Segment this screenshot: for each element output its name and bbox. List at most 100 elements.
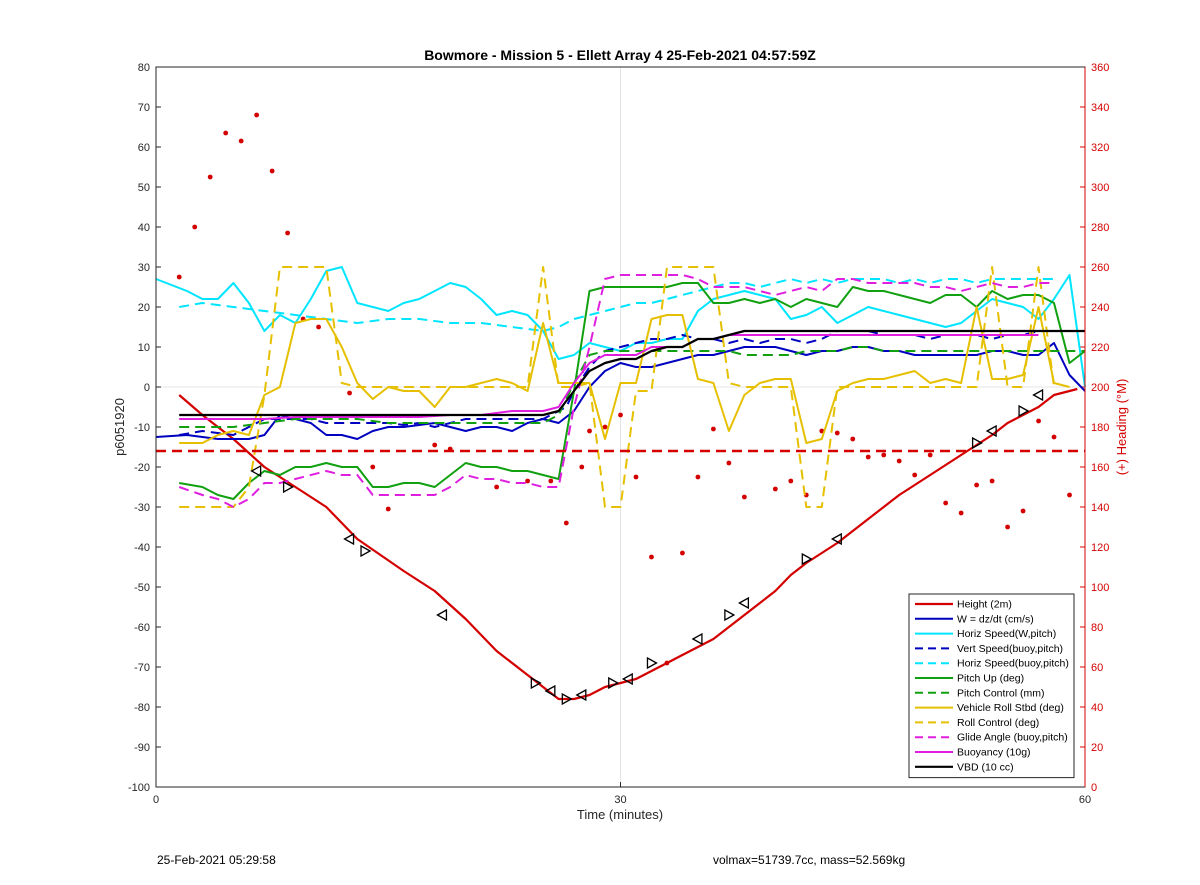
height-marker bbox=[436, 608, 448, 622]
heading-point bbox=[989, 478, 995, 484]
height-marker bbox=[343, 532, 355, 546]
y2-tick-label: 40 bbox=[1091, 702, 1103, 714]
y-tick-label: -90 bbox=[134, 742, 150, 754]
y-tick-label: -30 bbox=[134, 502, 150, 514]
series-line-9 bbox=[178, 274, 1054, 508]
y-tick-label: -40 bbox=[134, 542, 150, 554]
y2-tick-label: 160 bbox=[1091, 462, 1109, 474]
heading-points bbox=[176, 112, 1072, 666]
height-marker bbox=[561, 692, 573, 706]
x-tick-label: 60 bbox=[1079, 794, 1091, 806]
series-line-7 bbox=[179, 306, 1070, 444]
height-marker bbox=[250, 464, 262, 478]
heading-point bbox=[494, 484, 500, 490]
y-tick-label: 30 bbox=[138, 262, 150, 274]
y2-tick-label: 280 bbox=[1091, 222, 1109, 234]
y-tick-label: -20 bbox=[134, 462, 150, 474]
height-marker bbox=[801, 552, 813, 566]
y2-tick-label: 340 bbox=[1091, 102, 1109, 114]
heading-point bbox=[223, 130, 229, 136]
height-marker bbox=[575, 688, 587, 702]
heading-point bbox=[618, 412, 623, 418]
height-markers bbox=[250, 388, 1044, 706]
y-tick-label: 80 bbox=[138, 62, 150, 74]
heading-point bbox=[579, 464, 585, 470]
height-marker bbox=[985, 424, 997, 438]
legend-label: VBD (10 cc) bbox=[957, 761, 1014, 773]
legend-label: Glide Angle (buoy,pitch) bbox=[957, 732, 1068, 744]
axes bbox=[155, 66, 1086, 788]
y-tick-label: -70 bbox=[134, 662, 150, 674]
legend-label: W = dz/dt (cm/s) bbox=[957, 613, 1034, 625]
heading-point bbox=[207, 174, 213, 180]
legend-box bbox=[908, 593, 1075, 779]
heading-point bbox=[370, 464, 376, 470]
legend-label: Horiz Speed(W,pitch) bbox=[957, 628, 1056, 640]
height-marker bbox=[621, 672, 633, 686]
height-marker bbox=[608, 676, 620, 690]
legend-label: Vert Speed(buoy,pitch) bbox=[957, 643, 1063, 655]
series bbox=[155, 266, 1086, 701]
heading-point bbox=[1020, 508, 1026, 514]
y2-tick-label: 220 bbox=[1091, 342, 1109, 354]
heading-point bbox=[385, 506, 391, 512]
y-tick-label: -100 bbox=[128, 782, 150, 794]
heading-point bbox=[633, 474, 639, 480]
heading-point bbox=[912, 472, 918, 478]
heading-point bbox=[943, 500, 949, 506]
heading-point bbox=[772, 486, 778, 492]
height-marker bbox=[282, 480, 294, 494]
y2-tick-label: 300 bbox=[1091, 182, 1109, 194]
chart-title: Bowmore - Mission 5 - Ellett Array 4 25-… bbox=[424, 47, 816, 63]
x-tick-label: 30 bbox=[614, 794, 626, 806]
x-axis-label: Time (minutes) bbox=[577, 807, 663, 822]
grid bbox=[156, 67, 1085, 787]
y2-tick-label: 240 bbox=[1091, 302, 1109, 314]
heading-point bbox=[176, 274, 182, 280]
heading-point bbox=[1067, 492, 1072, 498]
heading-point bbox=[974, 482, 980, 488]
x-tick-label: 0 bbox=[153, 794, 159, 806]
height-marker bbox=[830, 532, 842, 546]
y-tick-label: 0 bbox=[144, 382, 150, 394]
height-marker bbox=[691, 632, 703, 646]
heading-point bbox=[741, 494, 747, 500]
heading-point bbox=[238, 138, 244, 144]
y-tick-label: 60 bbox=[138, 142, 150, 154]
heading-point bbox=[548, 478, 554, 484]
series-line-8 bbox=[179, 266, 1055, 508]
heading-point bbox=[850, 436, 856, 442]
heading-point bbox=[192, 224, 198, 230]
heading-point bbox=[1051, 434, 1057, 440]
y-tick-label: 70 bbox=[138, 102, 150, 114]
y2-tick-label: 20 bbox=[1091, 742, 1103, 754]
heading-point bbox=[1036, 418, 1041, 424]
y2-tick-label: 200 bbox=[1091, 382, 1109, 394]
height-marker bbox=[1032, 388, 1044, 402]
series-line-11 bbox=[179, 329, 1085, 417]
footer-timestamp: 25-Feb-2021 05:29:58 bbox=[157, 853, 276, 867]
height-marker bbox=[1018, 404, 1030, 418]
legend-label: Pitch Up (deg) bbox=[957, 673, 1024, 685]
heading-point bbox=[563, 520, 569, 526]
heading-point bbox=[254, 112, 260, 118]
series-line-2 bbox=[155, 266, 1086, 388]
height-marker bbox=[360, 544, 372, 558]
y2-tick-label: 180 bbox=[1091, 422, 1109, 434]
heading-point bbox=[347, 390, 352, 396]
heading-point bbox=[865, 454, 871, 460]
height-marker bbox=[544, 684, 556, 698]
y2-tick-label: 0 bbox=[1091, 782, 1097, 794]
heading-point bbox=[896, 458, 902, 464]
series-line-5 bbox=[179, 282, 1086, 500]
series-line-1 bbox=[155, 342, 1086, 440]
legend-label: Height (2m) bbox=[957, 599, 1012, 611]
heading-point bbox=[881, 452, 887, 458]
heading-point bbox=[525, 478, 530, 484]
y-tick-label: 20 bbox=[138, 302, 150, 314]
series-line-4 bbox=[179, 278, 1054, 332]
y2-tick-label: 60 bbox=[1091, 662, 1103, 674]
heading-point bbox=[316, 324, 321, 330]
y-axis-label: p6051920 bbox=[112, 398, 127, 456]
